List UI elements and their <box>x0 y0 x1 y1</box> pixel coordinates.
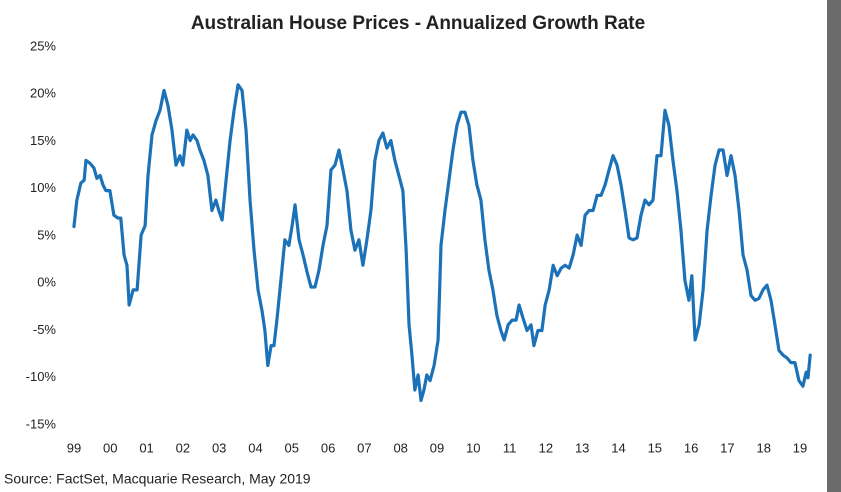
x-tick-label: 15 <box>648 440 662 455</box>
x-tick-label: 14 <box>611 440 625 455</box>
x-tick-label: 12 <box>539 440 553 455</box>
data-line <box>72 83 812 403</box>
source-note: Source: FactSet, Macquarie Research, May… <box>4 471 311 487</box>
x-tick-label: 08 <box>393 440 407 455</box>
x-tick-label: 10 <box>466 440 480 455</box>
x-tick-label: 09 <box>430 440 444 455</box>
y-tick-label: 20% <box>30 86 56 101</box>
x-tick-label: 02 <box>176 440 190 455</box>
x-tick-label: 06 <box>321 440 335 455</box>
x-tick-label: 03 <box>212 440 226 455</box>
x-tick-label: 13 <box>575 440 589 455</box>
y-tick-label: 5% <box>37 227 56 242</box>
x-tick-label: 05 <box>285 440 299 455</box>
x-tick-label: 99 <box>67 440 81 455</box>
x-tick-label: 01 <box>139 440 153 455</box>
x-tick-label: 00 <box>103 440 117 455</box>
y-tick-label: -5% <box>33 322 57 337</box>
y-tick-label: -15% <box>26 416 57 431</box>
y-tick-label: 15% <box>30 133 56 148</box>
x-tick-label: 16 <box>684 440 698 455</box>
screen-edge <box>827 0 841 492</box>
x-tick-label: 11 <box>503 440 517 455</box>
x-tick-label: 19 <box>793 440 807 455</box>
y-tick-label: -10% <box>26 369 57 384</box>
y-tick-label: 10% <box>30 180 56 195</box>
y-tick-label: 25% <box>30 38 56 53</box>
x-tick-label: 17 <box>720 440 734 455</box>
y-tick-label: 0% <box>37 275 56 290</box>
x-tick-label: 07 <box>357 440 371 455</box>
chart-title: Australian House Prices - Annualized Gro… <box>191 13 645 34</box>
x-tick-label: 18 <box>756 440 770 455</box>
x-tick-label: 04 <box>248 440 262 455</box>
